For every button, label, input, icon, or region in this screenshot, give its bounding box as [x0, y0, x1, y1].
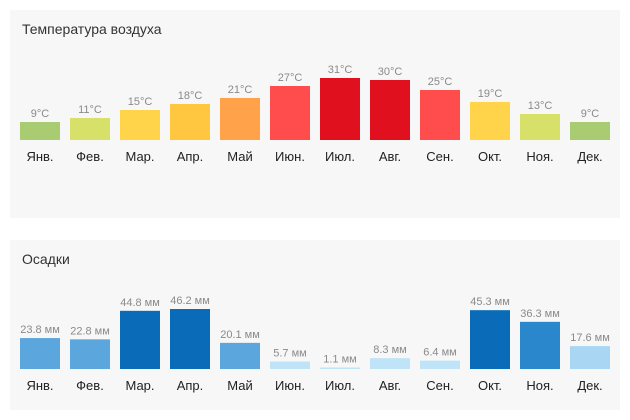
- temperature-value-label-8: 30°C: [378, 66, 403, 78]
- precipitation-month-label-3: Мар.: [125, 378, 154, 393]
- temperature-month-label-9: Сен.: [426, 149, 453, 164]
- temperature-month-label-10: Окт.: [478, 149, 502, 164]
- temperature-value-label-12: 9°C: [581, 108, 600, 120]
- precipitation-month-label-11: Ноя.: [526, 378, 553, 393]
- temperature-value-label-11: 13°C: [528, 100, 553, 112]
- precipitation-bar-8: [370, 358, 410, 369]
- precipitation-month-label-8: Авг.: [379, 378, 401, 393]
- temperature-bar-5: [220, 98, 260, 140]
- temperature-bar-9: [420, 90, 460, 140]
- precipitation-bar-1: [20, 338, 60, 369]
- temperature-bar-4: [170, 104, 210, 140]
- precipitation-panel: Осадки 23.8 мм Янв. 22.8 мм Фев. 44.8 мм Мар.…: [10, 240, 620, 410]
- temperature-panel: Температура воздуха 9°C Янв. 11°C Фев. 15°C М…: [10, 10, 620, 218]
- precipitation-month-label-12: Дек.: [577, 378, 602, 393]
- precipitation-month-label-1: Янв.: [26, 378, 53, 393]
- temperature-bar-8: [370, 80, 410, 140]
- temperature-value-label-7: 31°C: [328, 64, 353, 76]
- precipitation-value-label-6: 5.7 мм: [273, 348, 306, 360]
- temperature-bar-12: [570, 122, 610, 140]
- precipitation-value-label-2: 22.8 мм: [70, 325, 110, 337]
- temperature-value-label-5: 21°C: [228, 84, 253, 96]
- temperature-month-label-12: Дек.: [577, 149, 602, 164]
- temperature-chart: 9°C Янв. 11°C Фев. 15°C Мар. 18°C Апр. 21°C Май 27…: [20, 64, 610, 164]
- temperature-month-label-8: Авг.: [379, 149, 401, 164]
- temperature-title: Температура воздуха: [22, 21, 162, 37]
- temperature-bar-10: [470, 102, 510, 140]
- temperature-month-label-7: Июл.: [325, 149, 355, 164]
- temperature-bar-2: [70, 118, 110, 140]
- temperature-value-label-10: 19°C: [478, 88, 503, 100]
- temperature-value-label-1: 9°C: [31, 108, 50, 120]
- precipitation-month-label-9: Сен.: [426, 378, 453, 393]
- precipitation-value-label-1: 23.8 мм: [20, 324, 60, 336]
- precipitation-month-label-6: Июн.: [275, 378, 305, 393]
- precipitation-month-label-10: Окт.: [478, 378, 502, 393]
- temperature-value-label-6: 27°C: [278, 72, 303, 84]
- temperature-bar-11: [520, 114, 560, 140]
- temperature-month-label-5: Май: [227, 149, 252, 164]
- temperature-bar-7: [320, 78, 360, 140]
- precipitation-value-label-11: 36.3 мм: [520, 308, 560, 320]
- precipitation-bar-4: [170, 309, 210, 369]
- precipitation-bar-12: [570, 346, 610, 369]
- precipitation-bar-11: [520, 321, 560, 369]
- precipitation-value-label-3: 44.8 мм: [120, 297, 160, 309]
- precipitation-bar-10: [470, 310, 510, 369]
- temperature-value-label-2: 11°C: [78, 104, 102, 116]
- temperature-value-label-4: 18°C: [178, 90, 203, 102]
- precipitation-value-label-10: 45.3 мм: [470, 296, 510, 308]
- temperature-month-label-3: Мар.: [125, 149, 154, 164]
- precipitation-chart: 23.8 мм Янв. 22.8 мм Фев. 44.8 мм Мар. 46.2 мм…: [20, 295, 610, 393]
- temperature-value-label-9: 25°C: [428, 76, 453, 88]
- precipitation-month-label-2: Фев.: [76, 378, 104, 393]
- temperature-value-label-3: 15°C: [128, 96, 153, 108]
- precipitation-month-label-4: Апр.: [177, 378, 204, 393]
- precipitation-value-label-12: 17.6 мм: [570, 332, 610, 344]
- precipitation-value-label-5: 20.1 мм: [220, 329, 260, 341]
- precipitation-month-label-7: Июл.: [325, 378, 355, 393]
- precipitation-value-label-9: 6.4 мм: [423, 347, 456, 359]
- precipitation-bar-2: [70, 339, 110, 369]
- temperature-bar-3: [120, 110, 160, 140]
- precipitation-bar-5: [220, 342, 260, 369]
- temperature-month-label-11: Ноя.: [526, 149, 553, 164]
- temperature-bar-6: [270, 86, 310, 140]
- temperature-month-label-4: Апр.: [177, 149, 204, 164]
- precipitation-title: Осадки: [22, 251, 70, 267]
- temperature-month-label-1: Янв.: [26, 149, 53, 164]
- precipitation-value-label-8: 8.3 мм: [373, 344, 406, 356]
- precipitation-bar-7: [320, 367, 360, 369]
- temperature-month-label-2: Фев.: [76, 149, 104, 164]
- precipitation-month-label-5: Май: [227, 378, 252, 393]
- precipitation-bar-3: [120, 310, 160, 369]
- precipitation-bar-6: [270, 361, 310, 369]
- precipitation-bar-9: [420, 360, 460, 369]
- temperature-month-label-6: Июн.: [275, 149, 305, 164]
- precipitation-value-label-7: 1.1 мм: [323, 354, 356, 366]
- precipitation-value-label-4: 46.2 мм: [170, 295, 210, 307]
- temperature-bar-1: [20, 122, 60, 140]
